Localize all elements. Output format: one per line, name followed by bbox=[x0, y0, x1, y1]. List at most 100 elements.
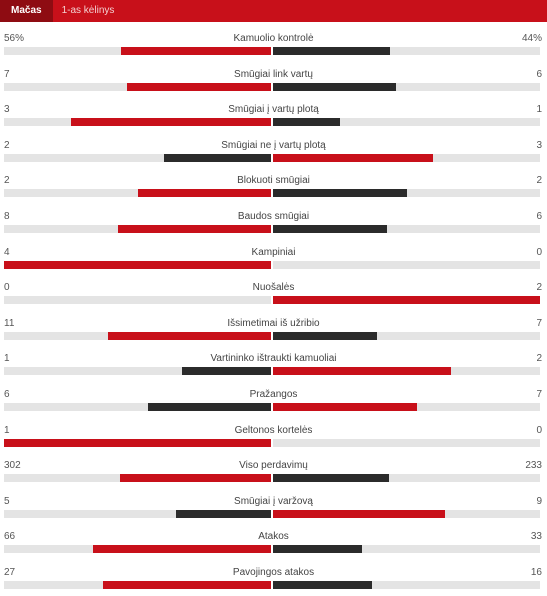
home-bar-track bbox=[4, 296, 271, 305]
away-bar-track bbox=[273, 509, 540, 518]
away-value: 33 bbox=[530, 531, 542, 543]
stat-label: Kamuolio kontrolė bbox=[233, 33, 314, 44]
home-bar-fill bbox=[147, 403, 271, 411]
home-value: 27 bbox=[4, 567, 16, 578]
home-bar-fill bbox=[175, 509, 271, 518]
home-value: 2 bbox=[4, 175, 10, 187]
stat-row: 27 Pavojingos atakos 16 bbox=[0, 560, 547, 596]
stat-row: 3 Smūgiai į vartų plotą 1 bbox=[0, 97, 547, 133]
away-bar-track bbox=[273, 225, 540, 233]
home-bar-track bbox=[4, 367, 271, 376]
home-bar-fill bbox=[4, 260, 271, 269]
stat-label: Smūgiai į varžovą bbox=[234, 495, 313, 507]
home-value: 4 bbox=[4, 246, 10, 258]
home-bar-track bbox=[4, 545, 271, 554]
home-bar-track bbox=[4, 153, 271, 162]
away-bar-fill bbox=[273, 118, 340, 127]
away-value: 7 bbox=[536, 389, 542, 400]
home-bar-fill bbox=[137, 189, 271, 198]
home-value: 6 bbox=[4, 389, 10, 400]
away-bar-track bbox=[273, 82, 540, 91]
home-value: 1 bbox=[4, 424, 10, 436]
home-bar-track bbox=[4, 581, 271, 589]
away-value: 233 bbox=[525, 460, 542, 472]
stat-label: Pražangos bbox=[249, 389, 298, 400]
away-value: 9 bbox=[536, 495, 542, 507]
home-bar-fill bbox=[127, 82, 271, 91]
home-bar-track bbox=[4, 225, 271, 233]
stat-row: 7 Smūgiai link vartų 6 bbox=[0, 62, 547, 98]
home-bar-fill bbox=[107, 331, 271, 340]
away-bar-track bbox=[273, 189, 540, 198]
away-bar-fill bbox=[273, 189, 407, 198]
home-bar-fill bbox=[182, 367, 271, 376]
stat-row: 66 Atakos 33 bbox=[0, 524, 547, 560]
home-bar-fill bbox=[118, 225, 271, 233]
stat-label: Pavojingos atakos bbox=[232, 567, 315, 578]
stat-label: Viso perdavimų bbox=[239, 460, 308, 472]
stat-row: 11 Išsimetimai iš užribio 7 bbox=[0, 311, 547, 347]
away-bar-fill bbox=[273, 47, 391, 55]
home-bar-fill bbox=[103, 581, 271, 589]
home-bar-track bbox=[4, 474, 271, 483]
away-value: 7 bbox=[536, 317, 542, 329]
stat-label: Išsimetimai iš užribio bbox=[227, 317, 320, 329]
away-bar-fill bbox=[273, 331, 377, 340]
stat-row: 2 Smūgiai ne į vartų plotą 3 bbox=[0, 133, 547, 169]
home-bar-fill bbox=[4, 438, 271, 447]
tab-match[interactable]: Mačas bbox=[0, 0, 53, 22]
home-value: 2 bbox=[4, 139, 10, 151]
home-value: 7 bbox=[4, 68, 10, 80]
home-value: 1 bbox=[4, 353, 10, 365]
stat-row: 5 Smūgiai į varžovą 9 bbox=[0, 489, 547, 525]
stat-row: 6 Pražangos 7 bbox=[0, 382, 547, 418]
home-bar-track bbox=[4, 509, 271, 518]
home-bar-track bbox=[4, 331, 271, 340]
home-bar-fill bbox=[164, 153, 271, 162]
home-bar-track bbox=[4, 260, 271, 269]
away-bar-track bbox=[273, 118, 540, 127]
stat-row: 302 Viso perdavimų 233 bbox=[0, 453, 547, 489]
stat-label: Blokuoti smūgiai bbox=[237, 175, 310, 187]
away-value: 2 bbox=[536, 175, 542, 187]
away-bar-track bbox=[273, 47, 540, 55]
home-bar-track bbox=[4, 438, 271, 447]
stat-label: Smūgiai link vartų bbox=[234, 68, 313, 80]
away-bar-fill bbox=[273, 545, 362, 554]
home-bar-track bbox=[4, 118, 271, 127]
stat-row: 1 Vartininko ištraukti kamuoliai 2 bbox=[0, 346, 547, 382]
home-value: 56% bbox=[4, 33, 25, 44]
away-bar-fill bbox=[273, 225, 388, 233]
tab-first-half[interactable]: 1-as kėlinys bbox=[61, 5, 115, 16]
home-value: 66 bbox=[4, 531, 16, 543]
home-value: 3 bbox=[4, 104, 10, 116]
stat-row: 56% Kamuolio kontrolė 44% bbox=[0, 26, 547, 62]
home-value: 302 bbox=[4, 460, 21, 472]
home-bar-track bbox=[4, 189, 271, 198]
away-bar-track bbox=[273, 474, 540, 483]
home-bar-track bbox=[4, 82, 271, 91]
home-bar-fill bbox=[121, 47, 271, 55]
away-bar-fill bbox=[273, 509, 445, 518]
stat-label: Smūgiai ne į vartų plotą bbox=[221, 139, 326, 151]
away-value: 3 bbox=[536, 139, 542, 151]
stat-label: Kampiniai bbox=[251, 246, 296, 258]
away-value: 1 bbox=[536, 104, 542, 116]
away-value: 44% bbox=[521, 33, 542, 44]
away-value: 6 bbox=[536, 211, 542, 222]
stat-row: 4 Kampiniai 0 bbox=[0, 240, 547, 276]
tab-bar: Mačas 1-as kėlinys bbox=[0, 0, 547, 22]
home-bar-track bbox=[4, 47, 271, 55]
away-bar-fill bbox=[273, 403, 417, 411]
home-value: 0 bbox=[4, 282, 10, 294]
away-value: 6 bbox=[536, 68, 542, 80]
home-bar-fill bbox=[70, 118, 271, 127]
away-bar-track bbox=[273, 581, 540, 589]
away-value: 2 bbox=[536, 353, 542, 365]
away-bar-fill bbox=[273, 82, 397, 91]
stat-row: 1 Geltonos kortelės 0 bbox=[0, 418, 547, 454]
away-value: 0 bbox=[536, 424, 542, 436]
stat-label: Smūgiai į vartų plotą bbox=[228, 104, 319, 116]
away-value: 2 bbox=[536, 282, 542, 294]
away-bar-track bbox=[273, 367, 540, 376]
